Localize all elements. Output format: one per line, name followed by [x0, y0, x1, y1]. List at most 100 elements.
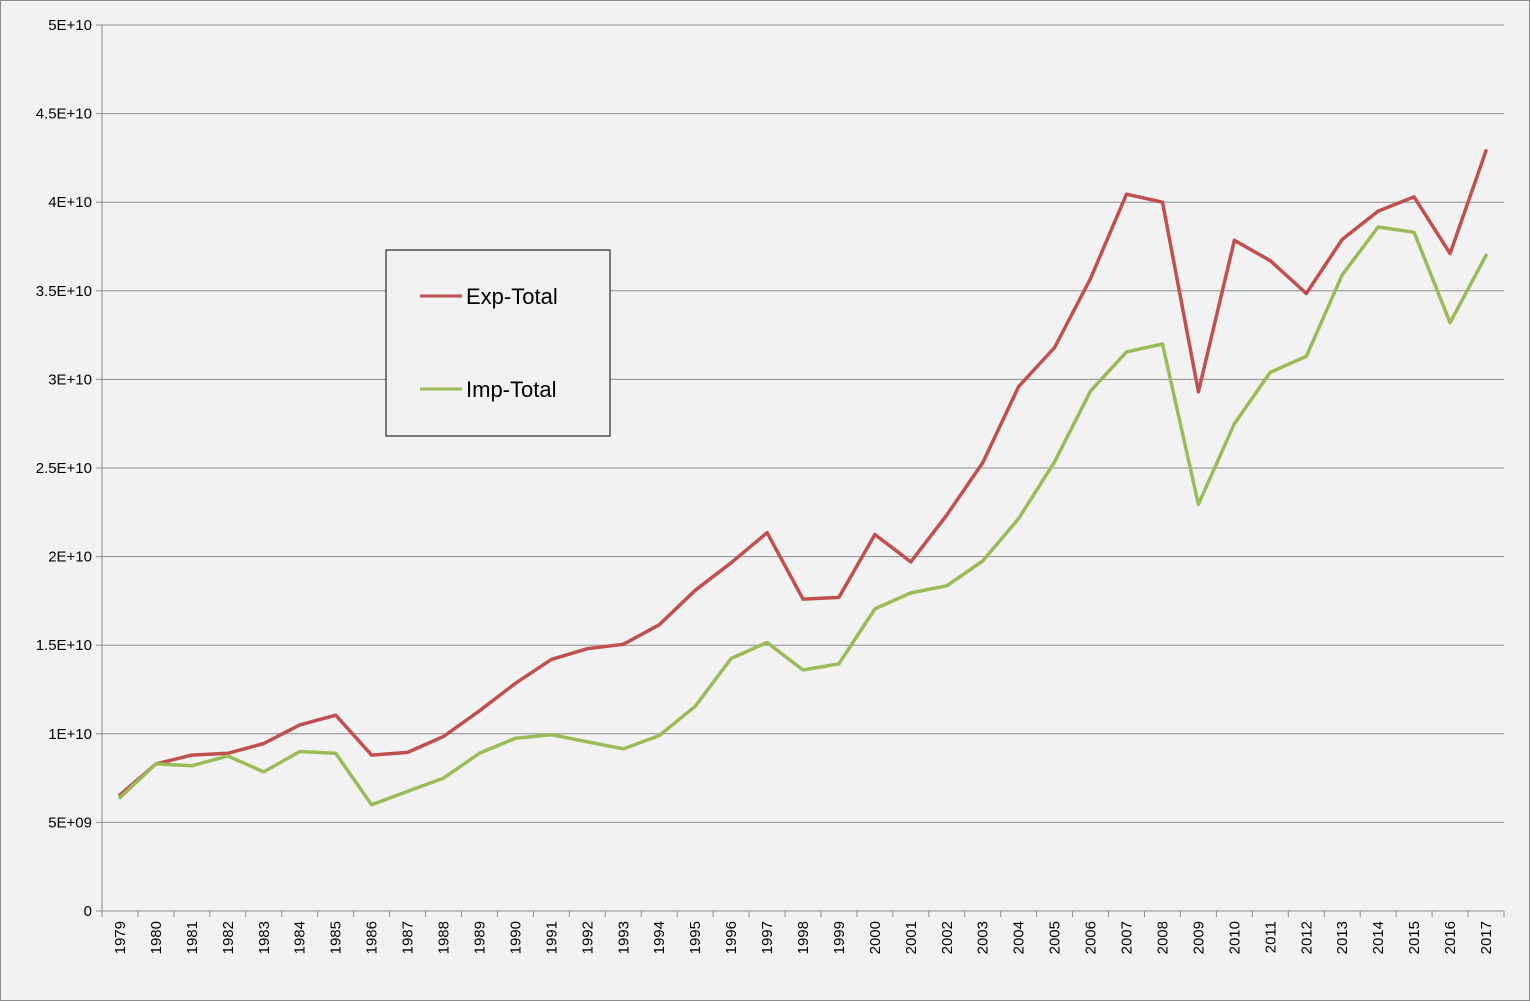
data-point	[873, 532, 877, 536]
x-tick-label: 2013	[1334, 921, 1351, 954]
data-point	[1125, 192, 1129, 196]
data-point	[1196, 390, 1200, 394]
data-point	[262, 742, 266, 746]
axes: 0 5E+09 1E+10 1.5E+10 2E+10 2.5E+10 3E+10 3.5E+…	[36, 17, 1505, 954]
data-point	[765, 531, 769, 535]
x-tick-label: 1997	[759, 921, 776, 954]
data-point	[1412, 195, 1416, 199]
legend-label-imp-total: Imp-Total	[466, 377, 556, 402]
data-point	[657, 623, 661, 627]
data-point	[1160, 200, 1164, 204]
x-tick-label: 1999	[831, 921, 848, 954]
data-point	[621, 642, 625, 646]
x-tick-label: 1996	[723, 921, 740, 954]
data-point	[981, 559, 985, 563]
data-point	[190, 753, 194, 757]
y-tick-label: 5E+10	[48, 17, 92, 34]
data-point	[1017, 384, 1021, 388]
x-tick-label: 1985	[328, 921, 345, 954]
data-point	[1232, 238, 1236, 242]
data-point	[1196, 502, 1200, 506]
data-point	[1304, 291, 1308, 295]
x-tick-label: 2016	[1442, 921, 1459, 954]
legend-box	[385, 249, 611, 437]
data-point	[549, 657, 553, 661]
data-point	[1412, 230, 1416, 234]
data-point	[406, 789, 410, 793]
data-point	[837, 662, 841, 666]
data-point	[226, 751, 230, 755]
data-point	[513, 736, 517, 740]
y-tick-label: 2E+10	[48, 549, 92, 566]
x-tick-label: 2001	[903, 921, 920, 954]
data-point	[693, 588, 697, 592]
y-tick-label: 5E+09	[48, 814, 92, 831]
x-tick-label: 1980	[148, 921, 165, 954]
x-tick-label: 2009	[1190, 921, 1207, 954]
x-tick-label: 1984	[292, 921, 309, 954]
data-point	[1017, 517, 1021, 521]
data-point	[442, 734, 446, 738]
data-point	[298, 750, 302, 754]
data-point	[1125, 350, 1129, 354]
x-tick-label: 1988	[436, 921, 453, 954]
data-point	[154, 762, 158, 766]
series-lines	[118, 149, 1488, 807]
x-tick-label: 1983	[256, 921, 273, 954]
data-point	[837, 595, 841, 599]
x-tick-label: 2014	[1370, 921, 1387, 954]
x-tick-label: 2002	[939, 921, 956, 954]
x-tick-label: 1986	[364, 921, 381, 954]
data-point	[118, 796, 122, 800]
data-point	[334, 751, 338, 755]
data-point	[1268, 370, 1272, 374]
data-point	[693, 704, 697, 708]
y-tick-label: 1E+10	[48, 726, 92, 743]
data-point	[1160, 342, 1164, 346]
data-point	[477, 709, 481, 713]
data-point	[1053, 346, 1057, 350]
y-tick-label: 1.5E+10	[36, 637, 92, 654]
series-line-exp-total	[118, 149, 1488, 797]
data-point	[1232, 422, 1236, 426]
data-point	[729, 561, 733, 565]
data-point	[1484, 149, 1488, 153]
x-tick-label: 2012	[1298, 921, 1315, 954]
data-point	[549, 733, 553, 737]
x-tick-label: 1994	[651, 921, 668, 954]
data-point	[585, 740, 589, 744]
data-point	[1376, 225, 1380, 229]
data-point	[442, 776, 446, 780]
x-tick-label: 2015	[1406, 921, 1423, 954]
x-tick-label: 2010	[1226, 921, 1243, 954]
x-tick-label: 1992	[579, 921, 596, 954]
data-point	[801, 597, 805, 601]
x-tick-label: 1982	[220, 921, 237, 954]
x-tick-label: 1981	[184, 921, 201, 954]
y-tick-label: 4E+10	[48, 194, 92, 211]
data-point	[909, 560, 913, 564]
data-point	[945, 513, 949, 517]
x-tick-label: 1989	[471, 921, 488, 954]
x-tick-label: 2008	[1154, 921, 1171, 954]
x-tick-label: 2007	[1119, 921, 1136, 954]
data-point	[945, 584, 949, 588]
gridlines	[102, 24, 1504, 823]
data-point	[909, 591, 913, 595]
data-point	[1484, 253, 1488, 257]
x-tick-label: 1998	[795, 921, 812, 954]
data-point	[1340, 273, 1344, 277]
y-tick-label: 2.5E+10	[36, 460, 92, 477]
data-point	[1089, 276, 1093, 280]
x-tick-label: 1987	[400, 921, 417, 954]
data-point	[621, 747, 625, 751]
x-tick-label: 2000	[867, 921, 884, 954]
x-tick-label: 1979	[112, 921, 129, 954]
data-point	[1448, 252, 1452, 256]
data-point	[585, 647, 589, 651]
y-tick-label: 3E+10	[48, 371, 92, 388]
data-point	[1376, 209, 1380, 213]
data-point	[1089, 389, 1093, 393]
